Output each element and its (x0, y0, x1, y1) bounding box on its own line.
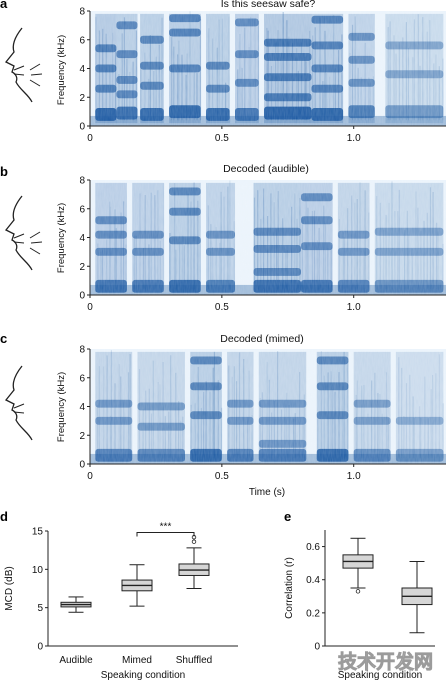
y-tick-label: 8 (79, 345, 85, 356)
spectrogram-a-ylabel: Frequency (kHz) (56, 35, 67, 105)
box-xlabel: Speaking condition (338, 670, 423, 681)
box-y-tick-label: 0.2 (306, 608, 320, 619)
panel-label-c: c (0, 331, 7, 346)
box-y-tick-label: 0.4 (306, 575, 320, 586)
y-tick-label: 0 (79, 122, 85, 133)
speaker-face-icon (4, 195, 43, 271)
box-y-tick-label: 10 (32, 565, 44, 576)
mimed-face-icon (4, 365, 33, 441)
y-tick-label: 2 (79, 431, 85, 442)
y-tick-label: 2 (79, 93, 85, 104)
box-ylabel: MCD (dB) (4, 566, 15, 610)
panel-c-title: Decoded (mimed) (220, 333, 303, 345)
box-ylabel: Correlation (r) (284, 557, 295, 619)
spectrogram-c-ylabel: Frequency (kHz) (56, 372, 67, 442)
y-tick-label: 6 (79, 35, 85, 46)
significance-label: *** (160, 522, 172, 533)
y-tick-label: 2 (79, 262, 85, 273)
x-tick-label: 0.5 (215, 302, 229, 313)
box-y-tick-label: 0 (314, 642, 320, 653)
box-category-label: Mimed (122, 655, 152, 666)
speaker-face-icon (4, 27, 43, 103)
panel-label-d: d (0, 509, 8, 524)
panel-d: d 0 5 10 15 MCD (dB) Speaking condition Audibl… (0, 509, 238, 681)
x-tick-label: 0 (87, 302, 93, 313)
y-tick-label: 6 (79, 204, 85, 215)
box-category-label: Shuffled (176, 655, 213, 666)
spectrogram-c-axes: 0 2 4 6 8 0 0.5 1.0 (79, 345, 446, 482)
x-tick-label: 1.0 (347, 133, 361, 144)
panel-label-e: e (284, 509, 291, 524)
panel-c: c Decoded (mimed) 0 2 4 6 8 0 0.5 1.0 Frequency… (0, 331, 446, 498)
spectrogram-b-ylabel: Frequency (kHz) (56, 203, 67, 273)
panel-e: e 0 0.2 0.4 0.6 Correlation (r) Speaking cond… (284, 509, 435, 681)
box-y-tick-label: 0 (37, 642, 43, 653)
box-y-tick-label: 0.6 (306, 542, 320, 553)
y-tick-label: 0 (79, 460, 85, 471)
y-tick-label: 4 (79, 64, 85, 75)
x-tick-label: 0.5 (215, 133, 229, 144)
panel-a-title: Is this seesaw safe? (221, 0, 316, 10)
time-axis-label: Time (s) (249, 487, 285, 498)
box-y-tick-label: 15 (32, 527, 44, 538)
box-category-label: Audible (59, 655, 93, 666)
panel-label-b: b (0, 164, 8, 179)
box-outlier (355, 589, 361, 594)
box-xlabel: Speaking condition (101, 670, 186, 681)
boxplot-d: 0 5 10 15 MCD (dB) Speaking condition Audible M… (4, 522, 238, 681)
y-tick-label: 6 (79, 373, 85, 384)
panel-label-a: a (0, 0, 8, 11)
spectrogram-a-axes: 0 2 4 6 8 0 0.5 1.0 (79, 7, 446, 144)
spectrogram-c-texture (90, 349, 446, 464)
y-tick-label: 4 (79, 402, 85, 413)
boxplot-e: 0 0.2 0.4 0.6 Correlation (r) Speaking condit… (284, 530, 435, 681)
y-tick-label: 8 (79, 176, 85, 187)
x-tick-label: 0 (87, 133, 93, 144)
x-tick-label: 0.5 (215, 471, 229, 482)
spectrogram-a-texture (90, 11, 446, 126)
box-outlier (191, 539, 197, 544)
panel-b-title: Decoded (audible) (223, 163, 309, 175)
panel-b: b Decoded (audible) 0 2 4 6 8 0 0.5 1.0 Frequen… (0, 163, 446, 313)
y-tick-label: 0 (79, 291, 85, 302)
spectrogram-b-texture (90, 180, 446, 295)
x-tick-label: 1.0 (347, 471, 361, 482)
y-tick-label: 4 (79, 233, 85, 244)
x-tick-label: 0 (87, 471, 93, 482)
watermark-text: 技术开发网 (338, 650, 433, 673)
significance-bracket (136, 532, 195, 537)
panel-a: a Is this seesaw safe? 0 2 4 6 8 0 0.5 1.0 Freq… (0, 0, 446, 144)
x-tick-label: 1.0 (347, 302, 361, 313)
y-tick-label: 8 (79, 7, 85, 18)
spectrogram-b-axes: 0 2 4 6 8 0 0.5 1.0 (79, 176, 446, 313)
box-y-tick-label: 5 (37, 603, 43, 614)
